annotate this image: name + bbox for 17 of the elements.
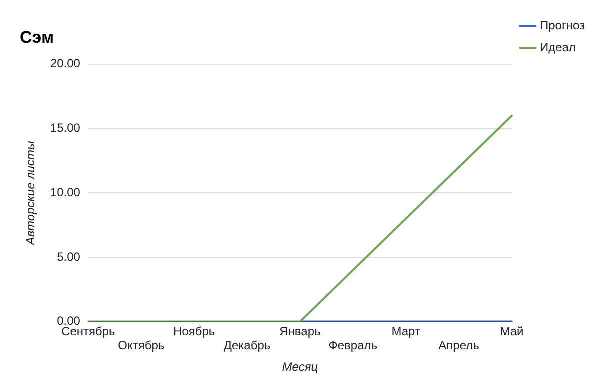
x-tick-label: Март [392,324,421,338]
legend-label: Прогноз [540,18,586,32]
x-tick-label: Май [500,324,524,338]
y-tick-label: 10.00 [50,185,81,200]
x-tick-label: Ноябрь [173,324,216,338]
x-tick-label: Октябрь [118,338,165,353]
x-tick-label: Февраль [328,338,378,353]
x-tick-label: Январь [280,324,321,338]
chart-title: Сэм [20,28,54,47]
y-tick-label: 15.00 [50,121,81,136]
x-tick-label: Декабрь [224,338,271,353]
legend-label: Идеал [540,40,576,54]
y-tick-label: 5.00 [57,250,81,264]
y-tick-label: 20.00 [50,56,81,71]
x-axis-title: Месяц [282,360,318,374]
x-tick-label: Апрель [438,338,480,353]
y-axis-title: Авторские листы [24,140,38,246]
